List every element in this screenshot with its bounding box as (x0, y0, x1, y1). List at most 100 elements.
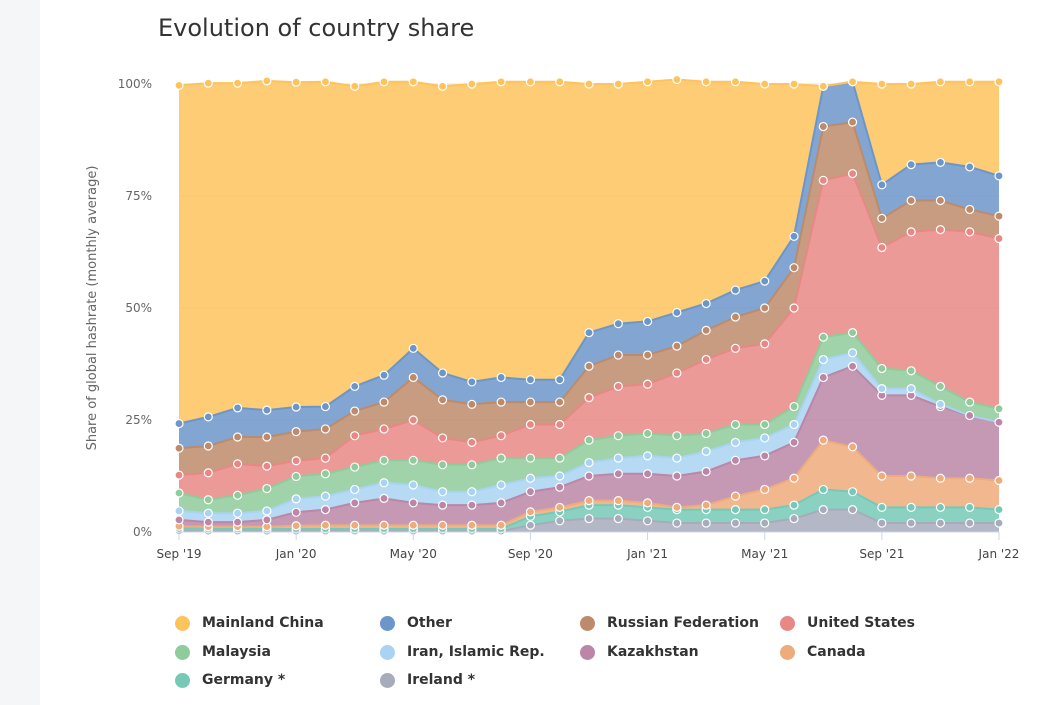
data-point[interactable] (701, 325, 711, 335)
data-point[interactable] (350, 406, 360, 416)
data-point[interactable] (994, 233, 1004, 244)
data-point[interactable] (584, 393, 594, 403)
data-point[interactable] (994, 171, 1004, 181)
data-point[interactable] (350, 462, 360, 472)
data-point[interactable] (525, 375, 536, 385)
data-point[interactable] (291, 521, 301, 531)
data-point[interactable] (437, 460, 448, 470)
data-point[interactable] (672, 502, 682, 512)
data-point[interactable] (760, 303, 770, 313)
data-point[interactable] (467, 460, 477, 470)
data-point[interactable] (379, 520, 389, 530)
data-point[interactable] (818, 484, 828, 495)
legend-item-germany[interactable]: Germany * (175, 672, 285, 688)
data-point[interactable] (203, 78, 213, 88)
data-point[interactable] (906, 471, 916, 481)
data-point[interactable] (555, 419, 565, 430)
data-point[interactable] (320, 401, 331, 412)
data-point[interactable] (320, 424, 331, 434)
data-point[interactable] (642, 379, 653, 389)
data-point[interactable] (935, 381, 946, 391)
data-point[interactable] (467, 520, 477, 530)
data-point[interactable] (379, 493, 389, 503)
data-point[interactable] (847, 442, 858, 452)
data-point[interactable] (613, 513, 623, 524)
data-point[interactable] (232, 459, 243, 469)
data-point[interactable] (232, 78, 243, 88)
legend-item-ireland[interactable]: Ireland * (380, 672, 475, 688)
data-point[interactable] (965, 518, 975, 528)
data-point[interactable] (232, 432, 243, 442)
data-point[interactable] (847, 77, 858, 87)
data-point[interactable] (496, 520, 506, 530)
data-point[interactable] (584, 513, 594, 524)
data-point[interactable] (584, 328, 594, 338)
data-point[interactable] (760, 433, 770, 443)
data-point[interactable] (203, 495, 213, 505)
data-point[interactable] (760, 505, 770, 515)
legend-item-other[interactable]: Other (380, 615, 452, 631)
data-point[interactable] (789, 513, 799, 524)
data-point[interactable] (906, 518, 916, 528)
data-point[interactable] (555, 77, 565, 87)
data-point[interactable] (965, 397, 975, 407)
data-point[interactable] (613, 431, 623, 441)
data-point[interactable] (730, 518, 741, 528)
legend-item-canada[interactable]: Canada (780, 644, 866, 660)
data-point[interactable] (877, 79, 887, 89)
data-point[interactable] (642, 498, 653, 508)
data-point[interactable] (408, 77, 418, 87)
data-point[interactable] (642, 77, 653, 87)
data-point[interactable] (496, 453, 506, 463)
data-point[interactable] (730, 491, 741, 501)
data-point[interactable] (320, 469, 331, 479)
data-point[interactable] (672, 453, 682, 463)
data-point[interactable] (906, 227, 916, 237)
data-point[interactable] (584, 457, 594, 468)
data-point[interactable] (789, 419, 799, 430)
data-point[interactable] (965, 473, 975, 483)
data-point[interactable] (935, 502, 946, 512)
data-point[interactable] (613, 79, 623, 89)
legend-item-kazakhstan[interactable]: Kazakhstan (580, 644, 699, 660)
data-point[interactable] (555, 471, 565, 481)
data-point[interactable] (496, 431, 506, 441)
data-point[interactable] (906, 502, 916, 512)
data-point[interactable] (379, 370, 389, 380)
data-point[interactable] (730, 419, 741, 430)
data-point[interactable] (642, 316, 653, 327)
data-point[interactable] (789, 303, 799, 313)
data-point[interactable] (730, 285, 741, 295)
data-point[interactable] (965, 162, 975, 172)
data-point[interactable] (730, 505, 741, 515)
data-point[interactable] (672, 471, 682, 481)
data-point[interactable] (320, 453, 331, 463)
data-point[interactable] (730, 312, 741, 322)
data-point[interactable] (232, 517, 243, 527)
data-point[interactable] (203, 517, 213, 527)
data-point[interactable] (203, 468, 213, 478)
data-point[interactable] (584, 435, 594, 445)
data-point[interactable] (701, 428, 711, 439)
data-point[interactable] (467, 500, 477, 510)
data-point[interactable] (701, 354, 711, 365)
legend-item-russian-federation[interactable]: Russian Federation (580, 615, 759, 631)
data-point[interactable] (525, 453, 536, 463)
data-point[interactable] (877, 180, 887, 190)
data-point[interactable] (584, 496, 594, 506)
data-point[interactable] (818, 505, 828, 515)
data-point[interactable] (730, 455, 741, 465)
legend-item-mainland-china[interactable]: Mainland China (175, 615, 324, 631)
data-point[interactable] (350, 484, 360, 495)
data-point[interactable] (350, 498, 360, 508)
data-point[interactable] (408, 480, 418, 490)
data-point[interactable] (291, 402, 301, 412)
data-point[interactable] (672, 368, 682, 378)
data-point[interactable] (379, 424, 389, 434)
data-point[interactable] (291, 507, 301, 517)
data-point[interactable] (701, 446, 711, 456)
data-point[interactable] (262, 432, 272, 442)
data-point[interactable] (877, 502, 887, 512)
data-point[interactable] (701, 466, 711, 477)
data-point[interactable] (232, 403, 243, 413)
